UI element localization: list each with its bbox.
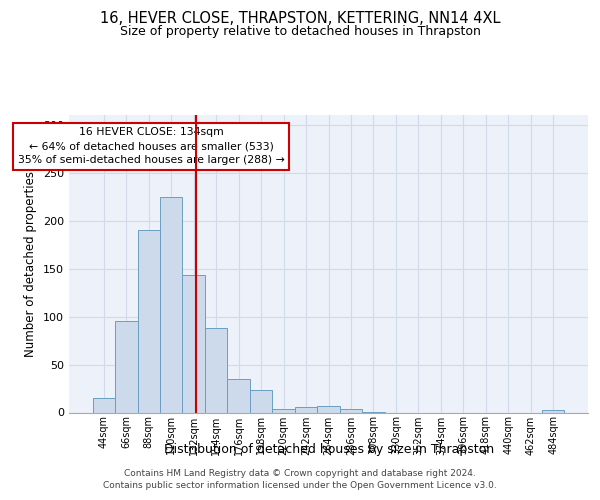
Bar	[92, 398, 115, 412]
Bar	[295, 406, 317, 412]
Text: Contains HM Land Registry data © Crown copyright and database right 2024.: Contains HM Land Registry data © Crown c…	[124, 469, 476, 478]
Bar	[137, 230, 160, 412]
Text: Distribution of detached houses by size in Thrapston: Distribution of detached houses by size …	[164, 442, 494, 456]
Text: 16 HEVER CLOSE: 134sqm
← 64% of detached houses are smaller (533)
35% of semi-de: 16 HEVER CLOSE: 134sqm ← 64% of detached…	[17, 128, 284, 166]
Bar	[272, 408, 295, 412]
Bar	[160, 196, 182, 412]
Text: 16, HEVER CLOSE, THRAPSTON, KETTERING, NN14 4XL: 16, HEVER CLOSE, THRAPSTON, KETTERING, N…	[100, 11, 500, 26]
Y-axis label: Number of detached properties: Number of detached properties	[25, 171, 37, 357]
Bar	[182, 276, 205, 412]
Bar	[250, 390, 272, 412]
Bar	[227, 379, 250, 412]
Bar	[205, 328, 227, 412]
Text: Size of property relative to detached houses in Thrapston: Size of property relative to detached ho…	[119, 25, 481, 38]
Bar	[340, 408, 362, 412]
Bar	[115, 322, 137, 412]
Text: Contains public sector information licensed under the Open Government Licence v3: Contains public sector information licen…	[103, 481, 497, 490]
Bar	[317, 406, 340, 412]
Bar	[542, 410, 565, 412]
